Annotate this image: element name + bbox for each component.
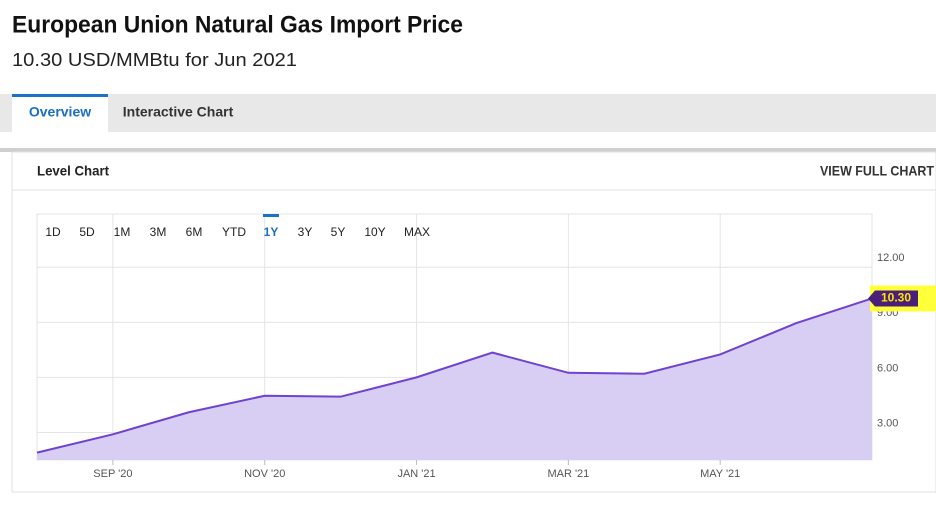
range-button[interactable]: 3Y	[298, 225, 313, 239]
value-label: 10.30	[881, 291, 911, 305]
panel	[11, 151, 936, 493]
range-button[interactable]: 6M	[186, 225, 203, 239]
x-tick-label: MAY '21	[700, 468, 740, 480]
tab-bar	[0, 94, 936, 132]
panel-title: Level Chart	[37, 163, 109, 179]
range-button[interactable]: 5Y	[331, 225, 346, 239]
range-button[interactable]: 3M	[150, 225, 167, 239]
value-badge	[868, 290, 918, 307]
x-tick-label: SEP '20	[93, 468, 132, 480]
range-button[interactable]: 1D	[45, 225, 61, 239]
tab[interactable]: Interactive Chart	[123, 104, 234, 120]
x-tick-label: JAN '21	[397, 468, 435, 480]
range-button[interactable]: YTD	[222, 225, 246, 239]
tab-active-bg	[12, 94, 108, 132]
line	[36, 297, 873, 454]
page-subtitle: 10.30 USD/MMBtu for Jun 2021	[12, 50, 297, 70]
x-tick-label: NOV '20	[244, 468, 285, 480]
y-tick-label: 12.00	[877, 252, 905, 264]
y-tick-label: 6.00	[877, 362, 898, 374]
range-indicator	[263, 214, 279, 217]
panel-top	[0, 148, 936, 152]
area-fill	[37, 298, 872, 460]
view-full-chart[interactable]: VIEW FULL CHART	[820, 163, 934, 179]
y-tick-label: 3.00	[877, 417, 898, 429]
range-button[interactable]: 10Y	[364, 225, 385, 239]
x-tick-label: MAR '21	[547, 468, 589, 480]
range-button[interactable]: MAX	[404, 225, 430, 239]
tab[interactable]: Overview	[29, 104, 91, 120]
page-title: European Union Natural Gas Import Price	[12, 11, 463, 38]
range-button[interactable]: 1Y	[264, 225, 279, 239]
tab-indicator	[12, 94, 108, 97]
range-button[interactable]: 5D	[79, 225, 95, 239]
range-button[interactable]: 1M	[114, 225, 131, 239]
